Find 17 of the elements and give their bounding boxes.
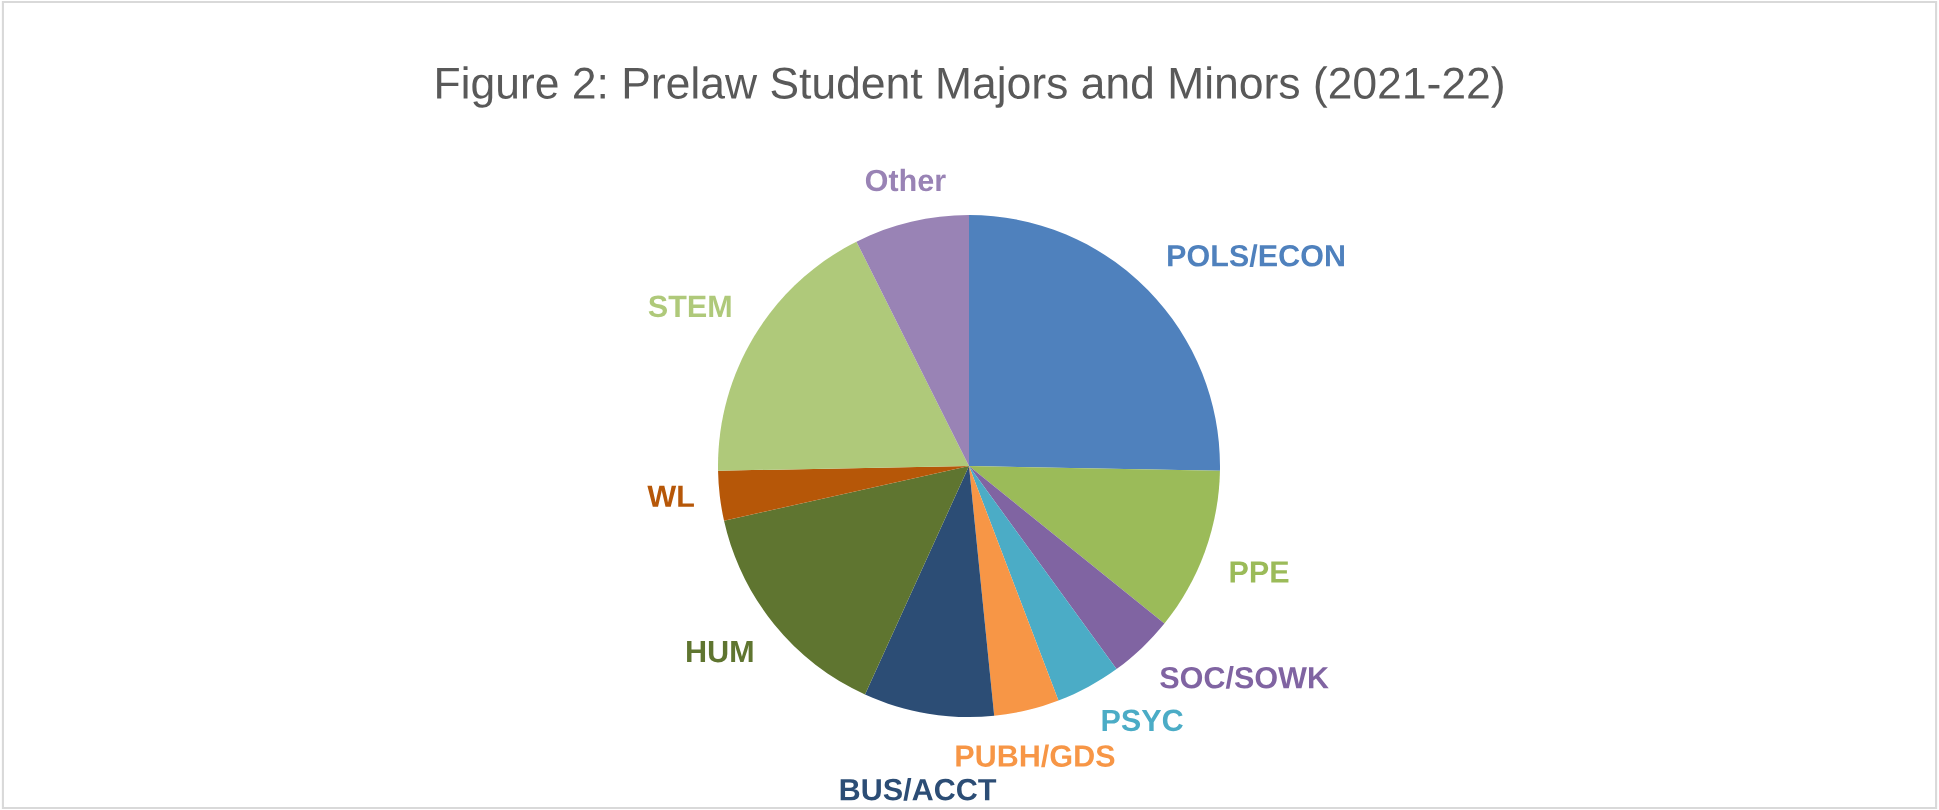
slice-label: SOC/SOWK [1160,666,1329,689]
pie-slice [718,466,969,521]
pie-slice [856,215,969,466]
pie-slice [864,466,995,717]
slice-label: STEM [648,295,731,318]
slice-label: HUM [687,641,753,663]
pie-slice [969,466,1059,716]
slice-label: PSYC [1102,709,1183,732]
pie-slice [969,466,1220,624]
slice-label: WL [647,485,694,507]
slice-label: PUBH/GDS [956,744,1115,768]
slice-label: PPE [1230,561,1289,583]
slice-label: POLS/ECON [1168,244,1344,267]
pie-slice [969,466,1117,701]
chart-title: Figure 2: Prelaw Student Majors and Minors (2021-22) [437,66,1503,108]
slice-label: BUS/ACCT [840,778,997,801]
slice-label: Other [865,168,946,192]
